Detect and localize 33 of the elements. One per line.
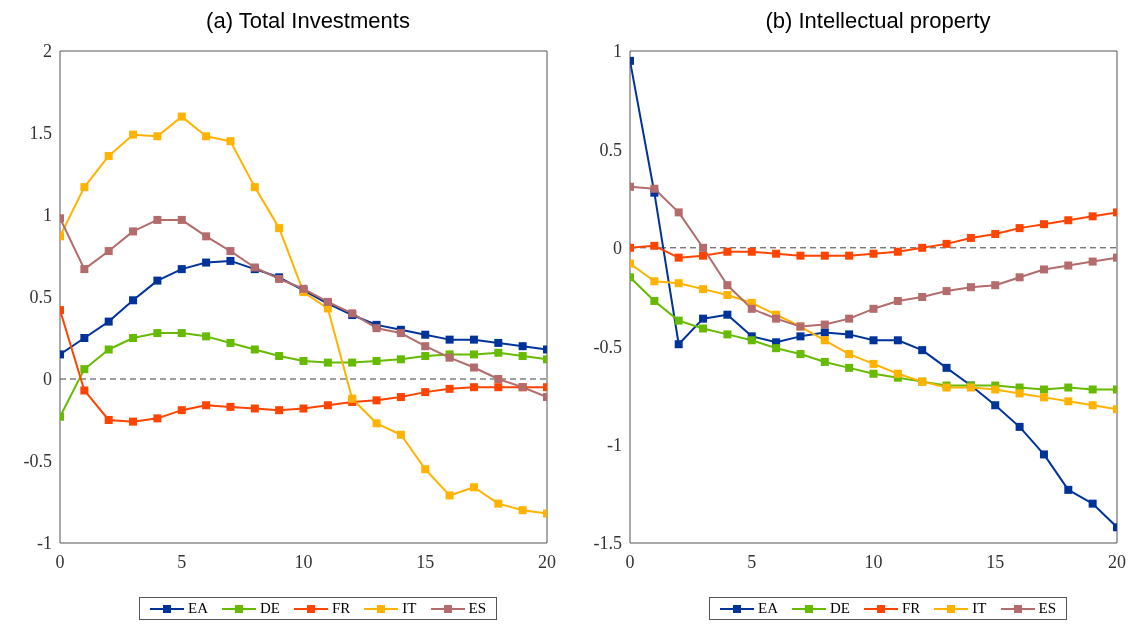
legend-label: FR [330, 600, 351, 617]
x-tick-label: 15 [986, 551, 1005, 572]
y-tick-label: 1 [613, 41, 622, 62]
legend-label: IT [971, 600, 987, 617]
legend-label: EA [756, 600, 778, 617]
x-tick-label: 10 [864, 551, 883, 572]
y-tick-label: -1 [607, 434, 622, 455]
y-tick-label: -0.5 [593, 336, 622, 357]
y-tick-label: -1.5 [593, 533, 622, 554]
x-tick-label: 15 [416, 551, 435, 572]
y-tick-label: 0.5 [29, 287, 52, 308]
legend-label: DE [828, 600, 850, 617]
x-tick-label: 20 [1108, 551, 1126, 572]
legend-label: FR [900, 600, 921, 617]
y-tick-label: 2 [43, 41, 52, 62]
y-tick-label: 1 [43, 205, 52, 226]
chart-title: (a) Total Investments [205, 8, 411, 35]
legend-label: ES [1037, 600, 1057, 617]
chart-title: (b) Intellectual property [764, 8, 992, 35]
y-tick-label: -0.5 [23, 451, 52, 472]
y-tick-label: 0.5 [599, 139, 622, 160]
y-tick-label: 1.5 [29, 123, 52, 144]
y-tick-label: 0 [613, 238, 622, 259]
x-tick-label: 10 [294, 551, 313, 572]
y-tick-label: 0 [43, 369, 52, 390]
x-tick-label: 5 [747, 551, 757, 572]
y-tick-label: -1 [37, 533, 52, 554]
x-tick-label: 20 [538, 551, 556, 572]
legend-label: ES [467, 600, 487, 617]
legend-label: IT [401, 600, 417, 617]
legend-label: DE [258, 600, 280, 617]
x-tick-label: 5 [177, 551, 187, 572]
legend-label: EA [186, 600, 208, 617]
